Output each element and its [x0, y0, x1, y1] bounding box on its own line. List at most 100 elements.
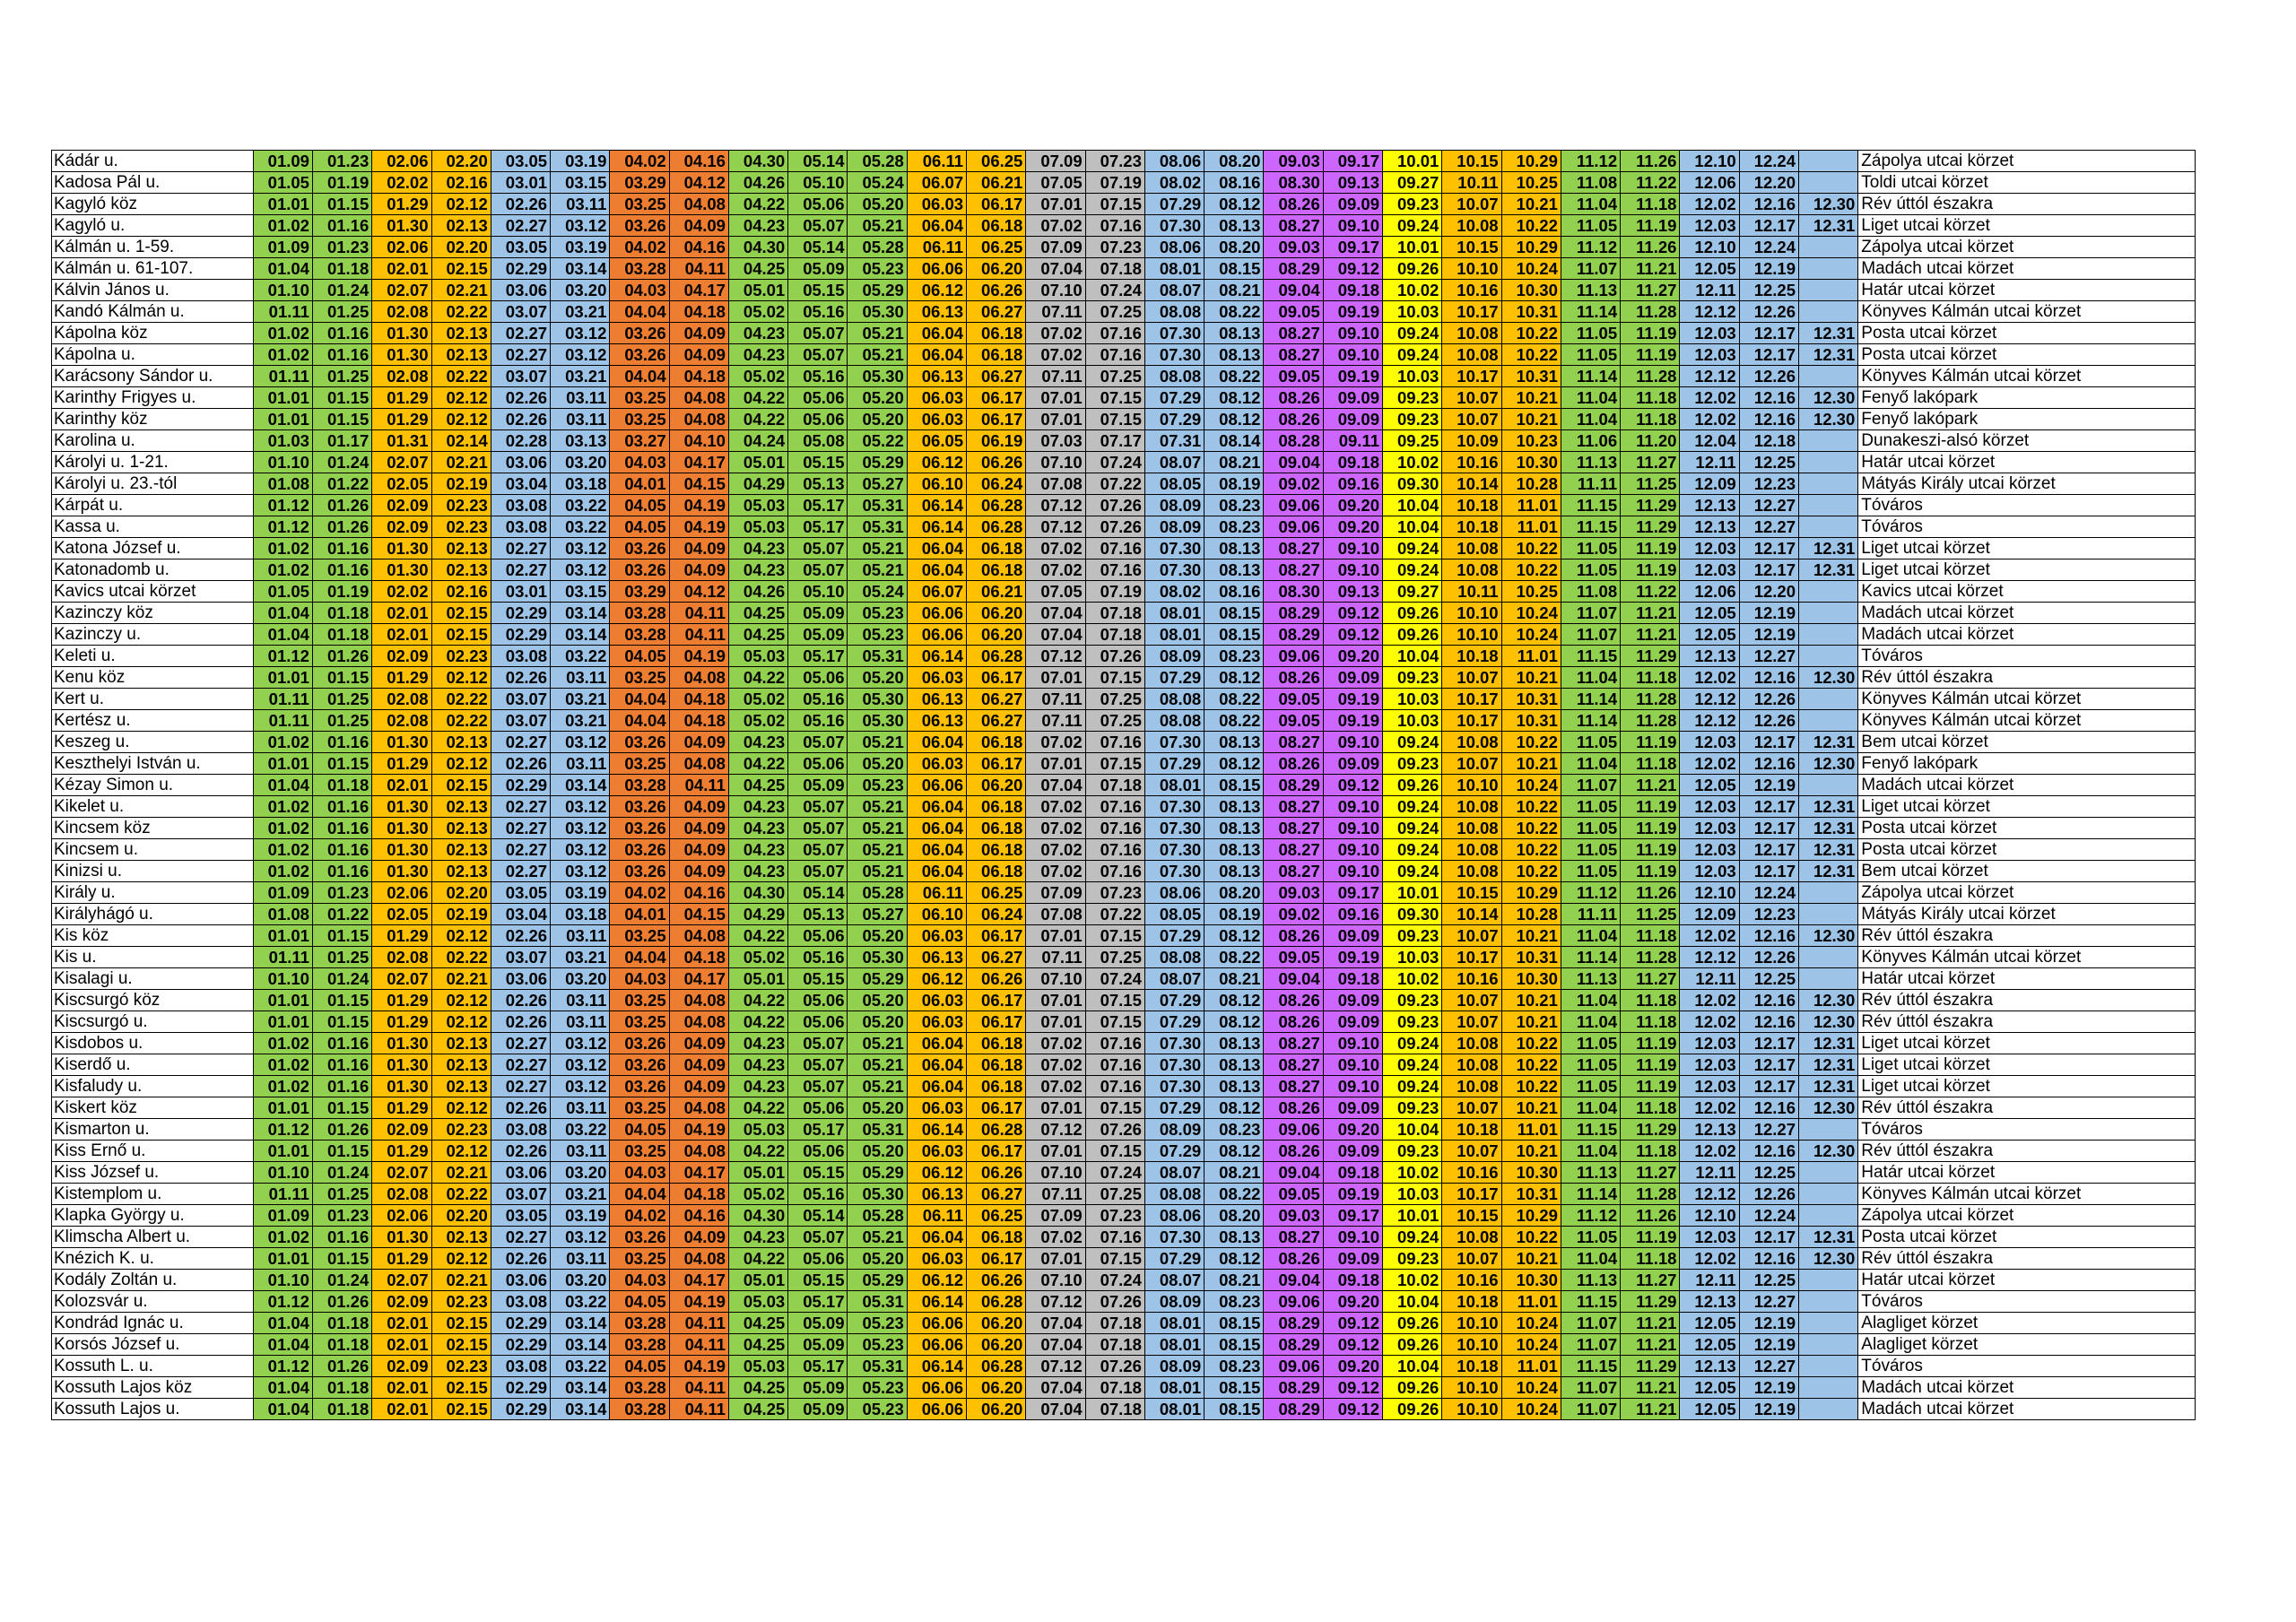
collection-date-cell: 01.24 [311, 1161, 373, 1184]
collection-date-cell: 04.10 [668, 429, 729, 452]
collection-date-cell: 04.08 [668, 408, 729, 430]
collection-date-cell: 10.16 [1441, 279, 1502, 301]
collection-date-cell: 03.15 [550, 171, 611, 194]
collection-date-cell [1797, 236, 1859, 258]
collection-date-cell: 06.17 [966, 924, 1027, 947]
collection-date-cell: 03.29 [609, 171, 670, 194]
collection-date-cell: 01.29 [371, 989, 432, 1011]
collection-date-cell: 05.06 [787, 386, 848, 409]
collection-date-cell: 04.04 [609, 365, 670, 387]
collection-date-cell: 05.31 [847, 1355, 908, 1377]
collection-date-cell [1797, 279, 1859, 301]
collection-date-cell: 07.24 [1084, 1269, 1145, 1291]
collection-date-cell: 04.03 [609, 1269, 670, 1291]
table-row: Kálmán u. 61-107. 01.04 01.18 02.01 02.15 02.… [51, 257, 2196, 280]
collection-date-cell: 05.07 [787, 1054, 848, 1076]
collection-date-cell: 11.07 [1560, 774, 1622, 796]
collection-date-cell: 06.17 [966, 752, 1027, 775]
collection-date-cell: 03.22 [550, 1355, 611, 1377]
collection-date-cell: 02.22 [430, 1183, 491, 1205]
collection-date-cell: 03.28 [609, 774, 670, 796]
collection-date-cell: 12.25 [1738, 451, 1799, 473]
collection-date-cell: 10.23 [1500, 429, 1561, 452]
collection-date-cell: 05.02 [727, 365, 789, 387]
collection-date-cell: 11.15 [1560, 494, 1622, 516]
collection-date-cell: 10.28 [1500, 903, 1561, 925]
collection-date-cell: 11.28 [1620, 688, 1681, 710]
collection-date-cell: 11.14 [1560, 300, 1622, 323]
table-row: Kadosa Pál u. 01.05 01.19 02.02 02.16 03.01 03… [51, 171, 2196, 194]
collection-date-cell: 01.16 [311, 838, 373, 861]
collection-date-cell: 07.11 [1025, 365, 1086, 387]
collection-date-cell: 07.16 [1084, 1075, 1145, 1097]
collection-date-cell: 08.27 [1263, 1054, 1324, 1076]
collection-date-cell: 08.23 [1204, 516, 1265, 538]
collection-date-cell: 07.30 [1144, 1032, 1205, 1054]
collection-date-cell: 04.30 [727, 150, 789, 172]
collection-date-cell: 09.23 [1382, 989, 1443, 1011]
collection-date-cell: 10.30 [1500, 1161, 1561, 1184]
collection-date-cell: 10.07 [1441, 1140, 1502, 1162]
collection-date-cell: 04.03 [609, 451, 670, 473]
street-name: Kagyló köz [51, 193, 254, 215]
collection-date-cell: 03.11 [550, 1097, 611, 1119]
collection-date-cell: 05.28 [847, 236, 908, 258]
collection-date-cell: 01.11 [252, 1183, 313, 1205]
collection-date-cell: 04.24 [727, 429, 789, 452]
collection-date-cell: 09.23 [1382, 1010, 1443, 1033]
collection-date-cell: 03.11 [550, 1140, 611, 1162]
collection-date-cell: 02.09 [371, 1355, 432, 1377]
collection-date-cell: 05.07 [787, 817, 848, 839]
collection-date-cell: 04.09 [668, 860, 729, 882]
collection-date-cell: 11.19 [1620, 1032, 1681, 1054]
collection-date-cell: 11.28 [1620, 709, 1681, 732]
collection-date-cell: 07.22 [1084, 903, 1145, 925]
collection-date-cell: 04.23 [727, 559, 789, 581]
table-row: Kis u. 01.11 01.25 02.08 02.22 03.07 03.21 04.0… [51, 946, 2196, 968]
collection-date-cell: 12.31 [1797, 838, 1859, 861]
collection-date-cell: 01.29 [371, 752, 432, 775]
collection-date-cell: 08.13 [1204, 860, 1265, 882]
collection-date-cell: 03.25 [609, 1247, 670, 1270]
collection-date-cell: 09.17 [1322, 150, 1384, 172]
street-name: Kondrád Ignác u. [51, 1312, 254, 1334]
collection-date-cell: 08.01 [1144, 774, 1205, 796]
collection-date-cell: 08.26 [1263, 989, 1324, 1011]
collection-date-cell: 05.30 [847, 1183, 908, 1205]
collection-date-cell: 08.13 [1204, 731, 1265, 753]
collection-date-cell: 07.05 [1025, 580, 1086, 603]
collection-date-cell: 07.30 [1144, 322, 1205, 344]
collection-date-cell: 03.12 [550, 860, 611, 882]
street-name: Kincsem köz [51, 817, 254, 839]
collection-date-cell: 08.08 [1144, 946, 1205, 968]
collection-date-cell: 01.18 [311, 257, 373, 280]
collection-date-cell: 10.22 [1500, 795, 1561, 818]
collection-date-cell: 02.12 [430, 193, 491, 215]
collection-date-cell: 10.22 [1500, 537, 1561, 559]
collection-date-cell: 08.16 [1204, 171, 1265, 194]
collection-date-cell: 07.02 [1025, 214, 1086, 237]
collection-date-cell: 03.12 [550, 795, 611, 818]
collection-date-cell: 11.01 [1500, 1290, 1561, 1313]
collection-date-cell: 09.23 [1382, 1140, 1443, 1162]
collection-date-cell: 01.11 [252, 365, 313, 387]
collection-date-cell: 07.01 [1025, 386, 1086, 409]
collection-date-cell: 12.30 [1797, 386, 1859, 409]
collection-date-cell: 10.24 [1500, 774, 1561, 796]
collection-date-cell: 07.26 [1084, 1118, 1145, 1141]
collection-date-cell: 10.30 [1500, 967, 1561, 990]
collection-date-cell: 06.14 [906, 1290, 968, 1313]
collection-date-cell: 10.11 [1441, 171, 1502, 194]
collection-date-cell: 09.24 [1382, 1075, 1443, 1097]
collection-date-cell: 10.04 [1382, 1118, 1443, 1141]
collection-date-cell [1797, 709, 1859, 732]
street-name: Kincsem u. [51, 838, 254, 861]
collection-date-cell: 07.02 [1025, 1226, 1086, 1248]
collection-date-cell: 03.14 [550, 602, 611, 624]
collection-date-cell: 12.25 [1738, 1269, 1799, 1291]
collection-date-cell: 05.13 [787, 473, 848, 495]
collection-date-cell: 10.11 [1441, 580, 1502, 603]
collection-date-cell: 10.04 [1382, 516, 1443, 538]
collection-date-cell: 04.19 [668, 1355, 729, 1377]
collection-date-cell: 11.14 [1560, 688, 1622, 710]
